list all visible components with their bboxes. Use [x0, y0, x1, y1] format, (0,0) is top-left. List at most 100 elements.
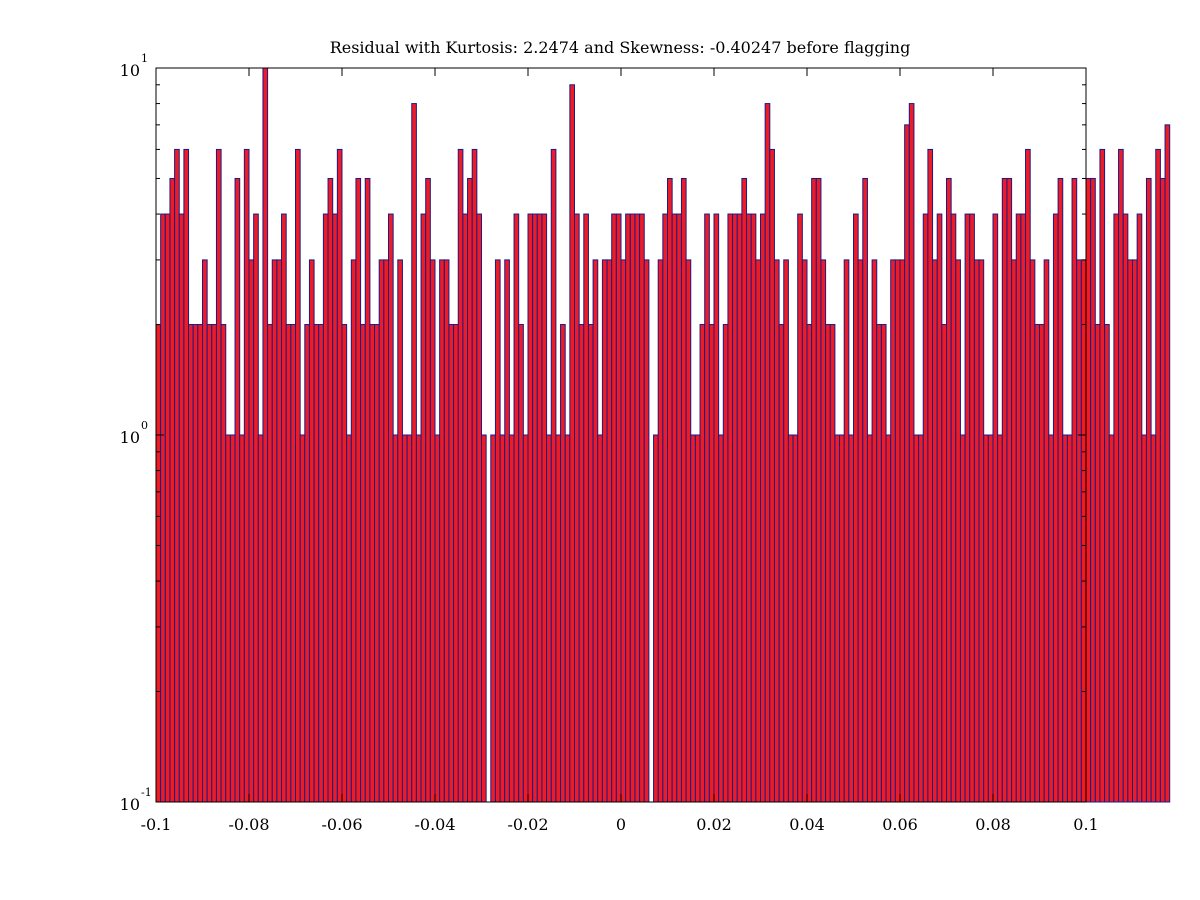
histogram-bar: [192, 324, 199, 803]
histogram-bar: [188, 324, 194, 803]
histogram-bar: [671, 213, 678, 803]
histogram-bar: [527, 213, 534, 803]
x-tick-label: 0: [616, 815, 626, 834]
histogram-bar: [787, 434, 794, 803]
histogram-bar: [401, 434, 408, 803]
histogram-bar: [755, 259, 761, 803]
histogram-bar: [583, 213, 589, 803]
x-tick-label: -0.08: [228, 815, 269, 834]
histogram-bar: [541, 213, 548, 803]
histogram-bar: [722, 324, 729, 803]
histogram-bar: [653, 434, 659, 803]
histogram-bar: [248, 259, 255, 803]
histogram-bar: [406, 434, 413, 803]
histogram-bar: [1155, 148, 1161, 803]
histogram-bar: [369, 324, 376, 803]
histogram-bar: [295, 148, 301, 803]
histogram-bar: [880, 324, 887, 803]
histogram-bar: [857, 259, 864, 803]
histogram-bar: [183, 148, 190, 803]
histogram-bar: [1145, 177, 1152, 803]
histogram-bar: [592, 259, 599, 803]
histogram-bar: [467, 177, 473, 803]
histogram-bar: [318, 324, 324, 803]
histogram-bar: [987, 434, 994, 803]
histogram-bar: [894, 259, 901, 803]
y-tick-exponent: -1: [141, 786, 152, 799]
histogram-bar: [1127, 259, 1133, 803]
histogram-bar: [732, 213, 738, 803]
histogram-bar: [1011, 259, 1017, 803]
histogram-bar: [169, 177, 176, 803]
histogram-bar: [1034, 324, 1040, 803]
x-tick-label: -0.02: [507, 815, 548, 834]
histogram-bar: [1132, 259, 1138, 803]
histogram-bar: [1076, 259, 1082, 803]
histogram-bar: [555, 434, 562, 803]
histogram-bar: [643, 259, 650, 803]
histogram-bar: [839, 434, 845, 803]
histogram-bar: [499, 434, 506, 803]
histogram-bar: [160, 213, 166, 803]
histogram-bar: [1150, 434, 1157, 803]
histogram-bar: [1085, 177, 1092, 803]
chart-title: Residual with Kurtosis: 2.2474 and Skewn…: [330, 38, 911, 57]
histogram-bar: [899, 259, 906, 803]
histogram-bar: [471, 148, 478, 803]
histogram-bar: [941, 324, 947, 803]
y-tick-exponent: 1: [141, 52, 148, 65]
histogram-bar: [388, 213, 394, 803]
histogram-bar: [615, 213, 622, 803]
histogram-bar: [253, 213, 259, 803]
histogram-bar: [983, 434, 989, 803]
y-tick-exponent: 0: [141, 419, 148, 432]
histogram-bar: [611, 213, 617, 803]
x-tick-label: 0.08: [975, 815, 1011, 834]
histogram-bar: [1159, 177, 1166, 803]
histogram-bar: [513, 213, 520, 803]
histogram-bar: [425, 177, 431, 803]
histogram-bar: [746, 213, 752, 803]
histogram-bar: [811, 177, 817, 803]
histogram-bar: [727, 213, 734, 803]
histogram-bar: [1071, 177, 1078, 803]
histogram-bar: [690, 434, 696, 803]
histogram-bar: [801, 259, 808, 803]
histogram-bar: [890, 259, 896, 803]
histogram-bar: [806, 324, 813, 803]
histogram-bar: [676, 213, 682, 803]
histogram-bar: [276, 259, 283, 803]
histogram-bar: [304, 324, 310, 803]
histogram-bar: [462, 213, 469, 803]
histogram-bar: [1164, 124, 1171, 803]
histogram-bar: [634, 213, 641, 803]
histogram-bar: [936, 213, 943, 803]
histogram-bar: [346, 434, 352, 803]
histogram-bar: [992, 213, 999, 803]
histogram-bar: [587, 324, 594, 803]
x-tick-label: 0.1: [1073, 815, 1098, 834]
histogram-bar: [285, 324, 292, 803]
histogram-bar: [760, 213, 766, 803]
histogram-bar: [704, 213, 710, 803]
histogram-bar: [866, 434, 873, 803]
histogram-bar: [448, 324, 455, 803]
histogram-bar: [708, 324, 715, 803]
histogram-bar: [206, 324, 213, 803]
histogram-bar: [769, 148, 775, 803]
histogram-bar: [946, 177, 952, 803]
histogram-bar: [202, 259, 208, 803]
histogram-bar: [215, 148, 222, 803]
histogram-bar: [429, 259, 436, 803]
histogram-bar: [639, 213, 645, 803]
histogram-bar: [243, 148, 250, 803]
histogram-bar: [457, 148, 464, 803]
histogram-bar: [1043, 259, 1050, 803]
histogram-bar: [327, 177, 334, 803]
histogram-bar: [494, 259, 501, 803]
histogram-bar: [155, 324, 162, 803]
histogram-bar: [532, 213, 538, 803]
histogram-bar: [718, 434, 724, 803]
histogram-bar: [443, 259, 450, 803]
